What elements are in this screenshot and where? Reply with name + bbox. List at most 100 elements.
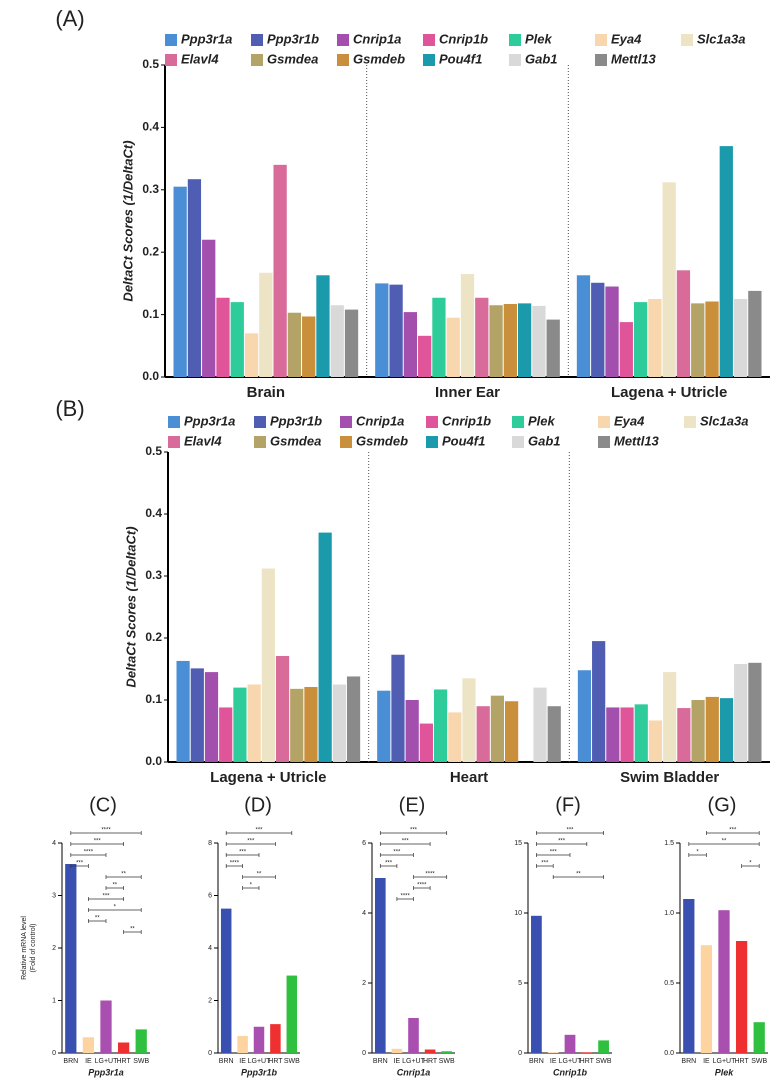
bar — [275, 655, 290, 762]
y-tick-label: 0.0 — [664, 1050, 674, 1057]
legend-label: Ppp3r1b — [267, 31, 319, 46]
bar — [546, 319, 560, 377]
x-tick-label: LG+UT — [248, 1058, 271, 1065]
bar — [598, 1040, 609, 1053]
bar — [475, 297, 489, 377]
bar — [346, 676, 361, 762]
bar — [302, 316, 316, 377]
x-tick-label: HRT — [268, 1058, 283, 1065]
legend-label: Gsmdeb — [356, 433, 408, 448]
x-tick-label: Inner Ear — [435, 384, 500, 401]
bar — [270, 1024, 281, 1053]
bar — [433, 689, 448, 762]
bar — [374, 878, 386, 1053]
y-tick-label: 2 — [52, 945, 56, 952]
bar — [547, 1052, 559, 1053]
legend-swatch — [165, 54, 177, 66]
legend-swatch — [165, 34, 177, 46]
bar — [719, 146, 733, 377]
bar — [290, 688, 304, 762]
bar — [176, 660, 190, 762]
y-tick-label: 0.1 — [145, 692, 162, 706]
x-tick-label: HRT — [423, 1058, 438, 1065]
bar — [237, 1035, 248, 1053]
bar — [187, 179, 202, 377]
bar — [316, 275, 330, 377]
y-tick-label: 0.0 — [142, 369, 159, 383]
panel-label: (D) — [244, 794, 272, 816]
bar — [424, 1049, 436, 1053]
legend-swatch — [509, 54, 521, 66]
legend-swatch — [598, 416, 610, 428]
bar — [233, 687, 247, 762]
bar — [202, 239, 216, 377]
bar — [633, 302, 648, 377]
x-tick-label: IE — [85, 1058, 92, 1065]
bar — [418, 335, 432, 377]
legend-swatch — [168, 416, 180, 428]
x-tick-label: BRN — [219, 1058, 234, 1065]
legend-label: Eya4 — [614, 413, 645, 428]
significance-label: *** — [393, 850, 401, 856]
y-tick-label: 0.5 — [664, 980, 674, 987]
bar — [718, 910, 730, 1053]
x-tick-label: IE — [394, 1058, 401, 1065]
significance-label: *** — [550, 850, 558, 856]
legend-swatch — [168, 436, 180, 448]
significance-label: *** — [402, 839, 410, 845]
x-axis-label: Cnrip1b — [553, 1067, 588, 1077]
bar — [441, 1051, 453, 1053]
x-tick-label: SWB — [133, 1058, 149, 1065]
panel-label: (F) — [555, 794, 581, 816]
bar — [391, 1048, 403, 1053]
bar — [748, 662, 762, 762]
significance-label: **** — [417, 883, 427, 889]
bar — [735, 941, 748, 1053]
bar — [476, 706, 490, 762]
y-tick-label: 0.5 — [142, 57, 159, 71]
bar — [748, 290, 762, 377]
x-tick-label: SWB — [596, 1058, 612, 1065]
panel-label: (C) — [89, 794, 117, 816]
significance-label: *** — [247, 839, 255, 845]
bar — [375, 283, 389, 377]
bar — [505, 701, 519, 762]
bar — [531, 915, 542, 1053]
legend-swatch — [595, 34, 607, 46]
legend-label: Ppp3r1b — [270, 413, 322, 428]
bar — [733, 299, 748, 377]
bar — [419, 723, 433, 762]
bar — [676, 270, 691, 377]
x-tick-label: LG+UT — [713, 1058, 736, 1065]
legend-label: Mettl13 — [614, 433, 660, 448]
significance-label: ** — [257, 872, 262, 878]
bar — [244, 333, 259, 377]
y-tick-label: 0.4 — [145, 506, 162, 520]
x-tick-label: HRT — [580, 1058, 595, 1065]
legend-label: Elavl4 — [181, 51, 219, 66]
bar — [705, 696, 719, 762]
bar — [247, 684, 261, 762]
legend-label: Eya4 — [611, 31, 642, 46]
bar — [503, 303, 517, 377]
y-tick-label: 1.0 — [664, 910, 674, 917]
bar — [606, 707, 620, 762]
legend-swatch — [340, 416, 352, 428]
panel-label: (B) — [55, 396, 84, 421]
bar — [620, 707, 634, 762]
bar — [490, 695, 505, 762]
x-axis-label: Ppp3r1b — [241, 1067, 278, 1077]
legend-swatch — [512, 436, 524, 448]
x-tick-label: Swim Bladder — [620, 769, 719, 786]
legend-swatch — [598, 436, 610, 448]
significance-label: *** — [558, 839, 566, 845]
bar — [330, 305, 344, 377]
y-tick-label: 0.0 — [145, 754, 162, 768]
y-tick-label: 6 — [362, 840, 366, 847]
legend-swatch — [512, 416, 524, 428]
significance-label: **** — [101, 828, 111, 834]
bar — [219, 707, 233, 762]
bar — [220, 908, 232, 1053]
y-tick-label: 0 — [518, 1050, 522, 1057]
bar — [576, 275, 591, 377]
